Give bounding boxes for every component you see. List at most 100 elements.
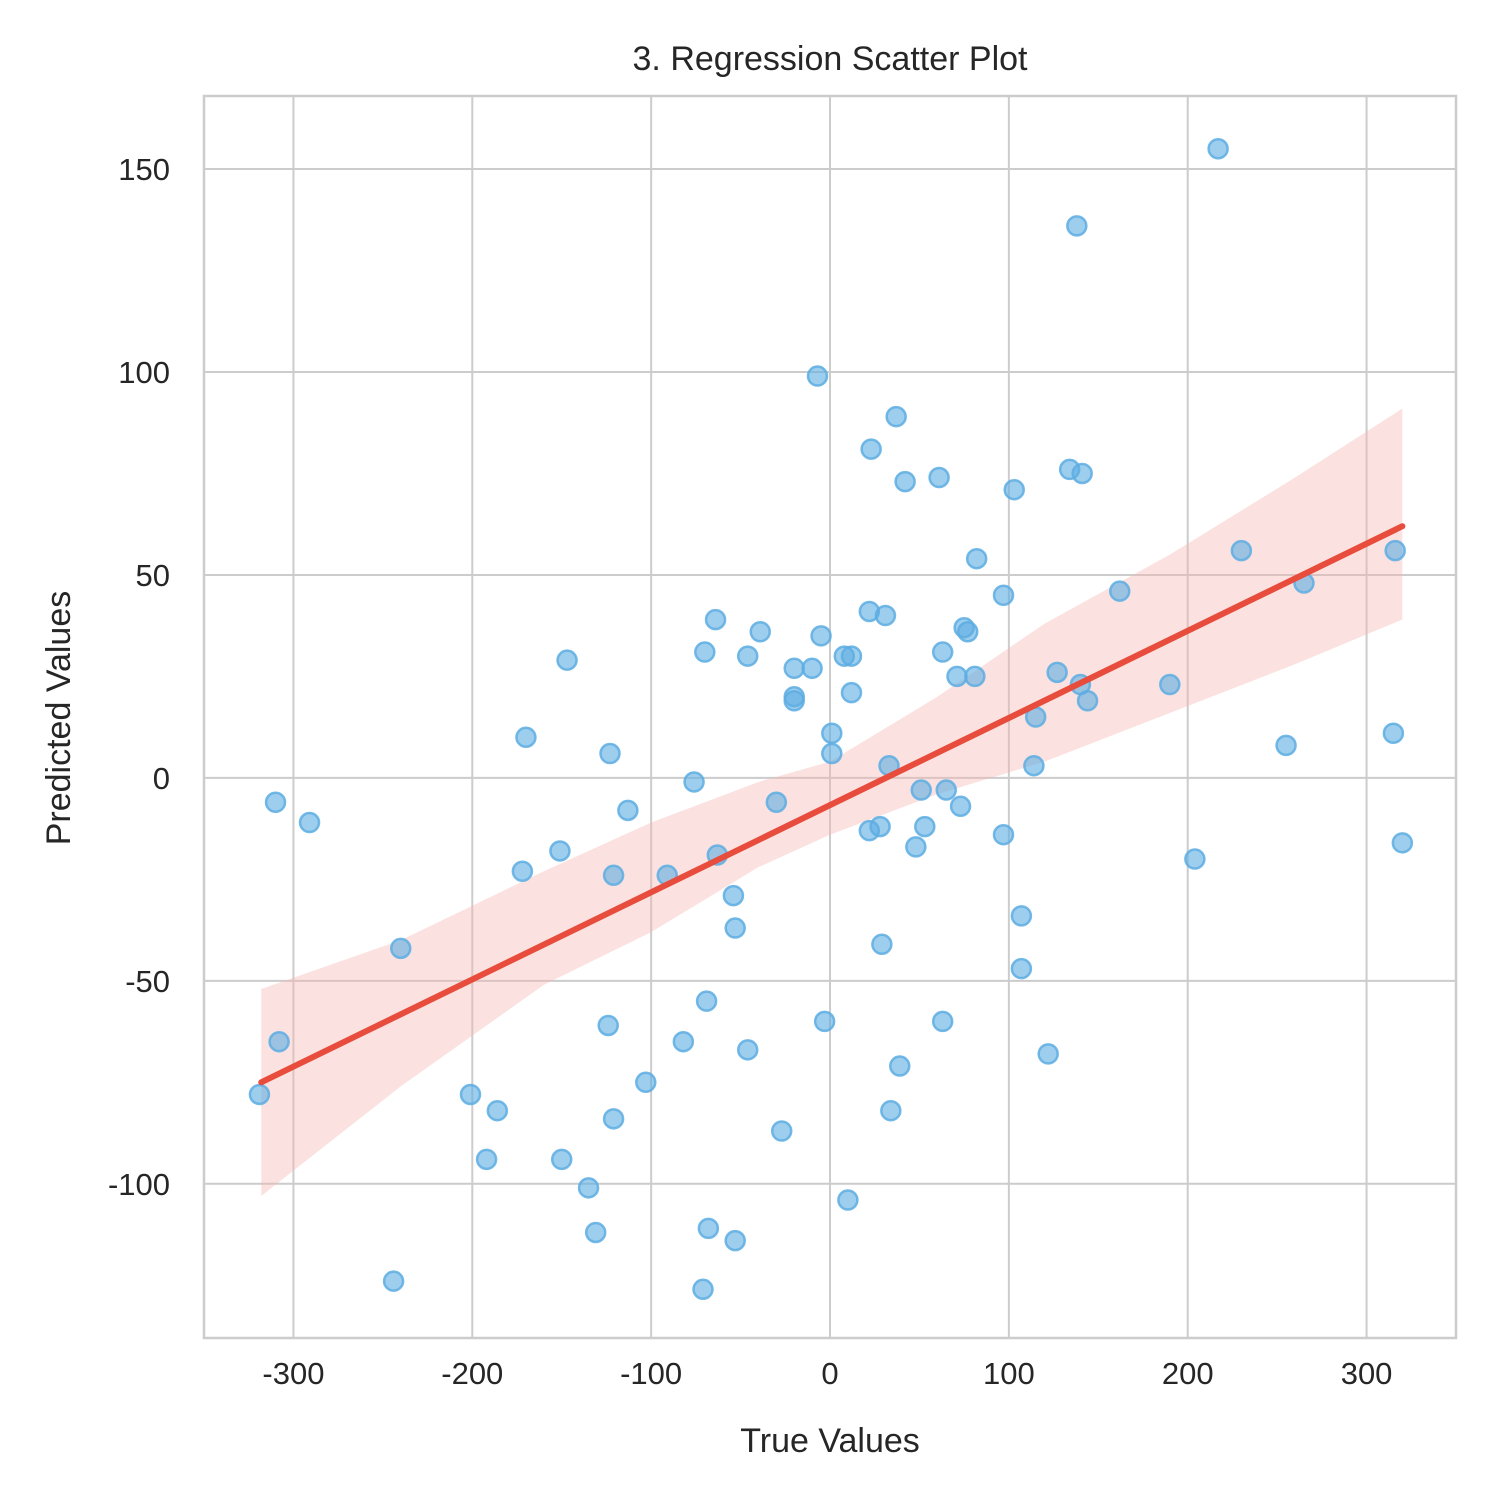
scatter-point (602, 864, 625, 887)
x-tick-label: 0 (821, 1356, 838, 1391)
scatter-point (584, 1221, 607, 1244)
scatter-point (992, 584, 1015, 606)
scatter-point (549, 840, 571, 862)
scatter-point (382, 1270, 405, 1292)
scatter-point (617, 799, 639, 822)
scatter-point (889, 1055, 911, 1077)
scatter-point (635, 1071, 657, 1094)
scatter-point (821, 722, 843, 744)
scatter-point (515, 726, 537, 749)
scatter-point (1023, 754, 1045, 777)
scatter-point (964, 665, 986, 688)
scatter-point (672, 1030, 695, 1053)
scatter-point (692, 1278, 714, 1301)
scatter-point (486, 1099, 509, 1122)
scatter-point (722, 884, 745, 907)
scatter-point (905, 836, 927, 858)
x-tick-label: -300 (262, 1356, 324, 1391)
scatter-point (724, 917, 746, 939)
scatter-point (597, 1014, 619, 1037)
scatter-point (264, 791, 287, 813)
scatter-point (550, 1148, 573, 1171)
regression-line-layer (258, 523, 1406, 1086)
x-tick-label: -100 (620, 1356, 682, 1391)
scatter-point (801, 657, 823, 680)
scatter-point (821, 742, 843, 765)
scatter-point (770, 1120, 793, 1142)
x-tick-label: -200 (441, 1356, 503, 1391)
scatter-point (765, 791, 788, 813)
scatter-point (946, 665, 968, 688)
y-tick-label: 150 (118, 152, 170, 187)
scatter-point (1046, 661, 1068, 684)
scatter-point (783, 690, 805, 712)
scatter-point (1207, 138, 1229, 160)
scatter-point (697, 1217, 720, 1240)
scatter-point (869, 815, 891, 838)
y-tick-label: 0 (153, 761, 170, 796)
scatter-point (248, 1083, 271, 1106)
scatter-point (736, 1039, 759, 1061)
x-tick-label: 100 (983, 1356, 1035, 1391)
scatter-point (511, 860, 534, 882)
scatter-point (880, 1099, 902, 1122)
chart-title: 3. Regression Scatter Plot (633, 40, 1029, 78)
tick-labels: -300 -200 -100 0 100 200 300 -100 -50 0 50 100 150 (108, 152, 1392, 1391)
scatter-point (1184, 848, 1206, 870)
scatter-point (874, 604, 897, 627)
scatter-point (268, 1030, 290, 1053)
scatter-point (1382, 722, 1405, 744)
scatter-point (894, 470, 916, 493)
scatter-point (389, 937, 412, 960)
y-tick-label: -50 (125, 964, 170, 999)
scatter-point (683, 771, 705, 793)
scatter-point (736, 645, 759, 667)
x-axis-title: True Values (740, 1422, 920, 1460)
scatter-point (459, 1083, 482, 1106)
scatter-point (871, 933, 893, 956)
scatter-point (885, 405, 907, 428)
regression-line (258, 523, 1406, 1086)
scatter-point (965, 547, 988, 570)
scatter-point (704, 608, 727, 631)
y-axis-title: Predicted Values (40, 591, 78, 846)
scatter-point (475, 1148, 498, 1171)
scatter-point (1275, 734, 1297, 757)
scatter-point (931, 641, 954, 663)
scatter-point (840, 681, 863, 704)
scatter-point (1159, 673, 1181, 696)
scatter-point (695, 990, 718, 1012)
scatter-point (910, 779, 932, 801)
scatter-point (599, 742, 621, 765)
scatter-point (1010, 957, 1033, 980)
scatter-point (298, 811, 321, 834)
scatter-point (860, 438, 882, 460)
scatter-point (1071, 462, 1093, 485)
scatter-point (1108, 580, 1131, 602)
scatter-point (1066, 215, 1088, 237)
plot-border (202, 94, 1458, 1340)
grid-lines (204, 96, 1456, 1338)
scatter-point (577, 1177, 600, 1199)
scatter-point (931, 1010, 954, 1033)
scatter-points (248, 138, 1414, 1301)
scatter-point (992, 823, 1015, 846)
scatter-point (956, 621, 979, 643)
scatter-point (928, 466, 950, 489)
scatter-point (1010, 905, 1033, 927)
scatter-point (840, 645, 863, 667)
scatter-point (806, 365, 829, 387)
plot-frame (202, 94, 1458, 1340)
scatter-point (1003, 478, 1025, 501)
scatter-point (749, 621, 771, 643)
scatter-point (837, 1189, 859, 1211)
scatter-point (694, 641, 716, 663)
scatter-point (1230, 539, 1253, 562)
y-tick-label: -100 (108, 1167, 170, 1202)
scatter-point (914, 815, 936, 838)
scatter-point (783, 657, 805, 680)
scatter-point (1384, 539, 1406, 562)
scatter-point (1037, 1043, 1059, 1065)
